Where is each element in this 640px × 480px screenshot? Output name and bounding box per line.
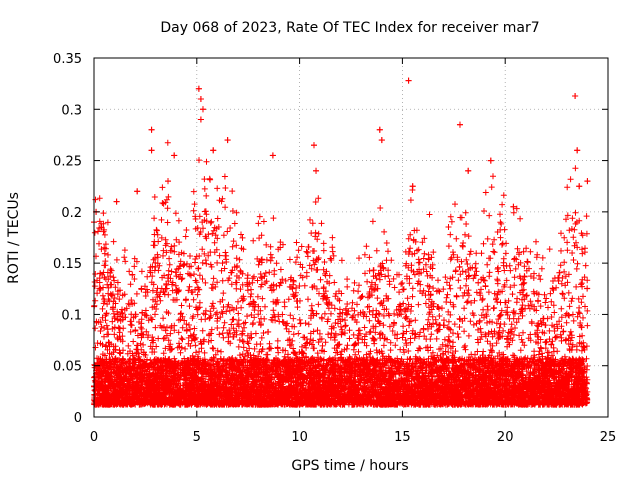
y-tick-label: 0.1 — [61, 308, 82, 323]
data-point — [510, 203, 517, 210]
data-point — [456, 121, 463, 128]
data-point — [376, 126, 383, 133]
y-tick-label: 0.25 — [53, 155, 82, 170]
data-point — [405, 77, 412, 84]
x-tick-label: 25 — [600, 430, 617, 445]
y-tick-label: 0.05 — [53, 360, 82, 375]
data-point — [210, 147, 217, 154]
axes — [93, 57, 609, 418]
data-points — [91, 77, 591, 408]
data-point — [224, 137, 231, 144]
data-point — [113, 198, 120, 205]
x-axis-label: GPS time / hours — [291, 458, 408, 474]
data-point — [171, 152, 178, 159]
x-tick-label: 5 — [193, 430, 201, 445]
data-point — [97, 270, 104, 277]
y-tick-label: 0 — [74, 411, 82, 426]
data-point — [148, 126, 155, 133]
y-tick-label: 0.3 — [61, 103, 82, 118]
y-axis-label: ROTI / TECUs — [6, 192, 22, 284]
x-tick-label: 10 — [291, 430, 308, 445]
y-tick-labels: 0 0.05 0.1 0.15 0.2 0.25 0.3 0.35 — [53, 52, 82, 426]
y-tick-label: 0.35 — [53, 52, 82, 67]
data-point — [269, 152, 276, 159]
x-tick-labels: 0 5 10 15 20 25 — [90, 430, 616, 445]
data-point — [313, 167, 320, 174]
roti-series-markers — [91, 77, 591, 408]
data-point — [197, 96, 204, 103]
y-tick-label: 0.15 — [53, 257, 82, 272]
chart-title: Day 068 of 2023, Rate Of TEC Index for r… — [160, 20, 539, 36]
data-point — [576, 183, 583, 190]
data-point — [197, 116, 204, 123]
data-point — [572, 92, 579, 99]
x-tick-label: 20 — [497, 430, 514, 445]
data-point — [378, 137, 385, 144]
data-point — [199, 106, 206, 113]
data-point — [310, 142, 317, 149]
plot-frame — [93, 57, 609, 418]
data-point — [487, 157, 494, 164]
data-point — [134, 188, 141, 195]
data-point — [195, 85, 202, 92]
x-tick-label: 15 — [394, 430, 411, 445]
data-point — [574, 147, 581, 154]
data-point — [465, 167, 472, 174]
data-point — [165, 178, 172, 185]
data-point — [409, 183, 416, 190]
data-point — [584, 178, 591, 185]
y-tick-label: 0.2 — [61, 206, 82, 221]
x-tick-label: 0 — [90, 430, 98, 445]
data-point — [148, 147, 155, 154]
